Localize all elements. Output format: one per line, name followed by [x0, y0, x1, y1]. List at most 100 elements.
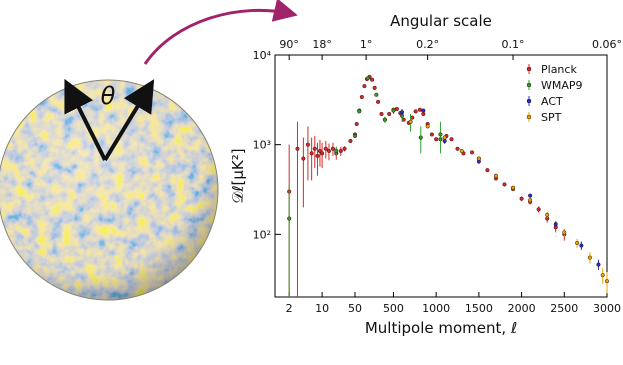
data-point — [510, 185, 516, 190]
legend-label: Planck — [541, 63, 577, 76]
data-point — [417, 107, 422, 112]
data-point — [348, 138, 353, 144]
data-point — [362, 84, 367, 89]
data-point — [359, 94, 364, 100]
data-point — [604, 279, 610, 284]
data-point — [528, 198, 533, 203]
data-point — [476, 156, 481, 161]
data-point — [408, 119, 413, 124]
data-point — [315, 153, 320, 158]
data-point — [536, 207, 541, 212]
top-tick-label: 1° — [360, 38, 373, 51]
legend-label: WMAP9 — [541, 79, 583, 92]
data-point — [394, 106, 399, 112]
data-point — [575, 240, 580, 246]
y-tick-label: 10⁴ — [253, 49, 272, 62]
top-tick-label: 0.06° — [592, 38, 622, 51]
data-point — [312, 146, 317, 151]
data-point — [421, 108, 426, 113]
plot-area: 2 10 50 500 1000 1500 2000 2500 3000 90° 18° 1° 0.2°… — [253, 38, 622, 315]
data-point — [442, 135, 447, 140]
x-tick-label: 3000 — [593, 302, 621, 315]
data-point — [301, 156, 306, 161]
data-point — [434, 137, 439, 142]
x-tick-label: 2 — [286, 302, 293, 315]
data-point — [374, 92, 379, 97]
x-axis-label: Multipole moment, ℓ — [365, 319, 517, 337]
y-tick-label: 10² — [253, 228, 271, 241]
angle-arrow — [64, 78, 107, 161]
data-point — [502, 182, 507, 187]
data-point — [379, 111, 384, 117]
data-point — [438, 132, 443, 137]
legend-label: SPT — [541, 111, 562, 124]
data-point — [391, 108, 396, 113]
legend-label: ACT — [541, 95, 563, 108]
data-point — [449, 137, 454, 142]
data-point — [442, 138, 447, 144]
y-axis-label: 𝒟ℓ[μK²] — [229, 148, 247, 203]
data-point — [287, 216, 292, 221]
data-point — [528, 193, 533, 198]
data-point — [342, 146, 347, 151]
data-point — [493, 173, 499, 178]
data-point — [485, 168, 490, 173]
data-point — [459, 148, 464, 154]
legend-marker — [526, 66, 532, 72]
legend-marker — [526, 98, 532, 104]
x-tick-label: 50 — [348, 302, 362, 315]
data-point — [425, 124, 430, 129]
data-point — [399, 110, 405, 115]
data-point — [357, 109, 362, 114]
data-point — [382, 117, 387, 122]
cmb-sphere — [0, 80, 218, 300]
plot-frame — [274, 54, 608, 298]
x-tick-label: 1500 — [465, 302, 493, 315]
legend-marker — [526, 114, 532, 120]
top-axis-label: Angular scale — [390, 12, 492, 30]
data-point — [338, 148, 343, 154]
data-point — [370, 77, 375, 82]
data-point — [354, 121, 359, 127]
y-tick-label: 10³ — [253, 139, 271, 152]
data-point — [309, 151, 314, 156]
data-point — [418, 135, 423, 140]
data-point — [596, 262, 601, 267]
top-tick-label: 0.2° — [416, 38, 439, 51]
top-tick-label: 90° — [279, 38, 299, 51]
data-point — [330, 146, 335, 151]
data-point — [562, 230, 567, 235]
data-point — [387, 111, 392, 117]
data-point — [372, 85, 377, 90]
angle-arrow — [103, 79, 155, 162]
data-point — [323, 146, 328, 151]
data-point — [455, 146, 460, 151]
sphere-outline — [0, 79, 219, 301]
data-point — [320, 151, 325, 156]
angle-label: θ — [101, 82, 116, 110]
legend-marker — [526, 82, 532, 88]
data-point — [587, 255, 592, 260]
pointer-arrow — [143, 0, 298, 65]
x-tick-label: 10 — [315, 302, 329, 315]
data-point — [545, 212, 550, 217]
data-point — [469, 150, 475, 155]
data-point — [421, 111, 426, 117]
x-tick-label: 2000 — [508, 302, 536, 315]
data-point — [429, 132, 434, 137]
data-point — [352, 133, 358, 139]
data-point — [365, 76, 370, 81]
data-point — [376, 99, 381, 104]
data-point — [334, 148, 339, 154]
data-point — [305, 142, 310, 147]
data-point — [326, 148, 332, 154]
data-point — [579, 243, 584, 248]
data-point — [600, 273, 605, 278]
x-tick-label: 500 — [383, 302, 404, 315]
data-point — [519, 196, 524, 201]
top-tick-label: 0.1° — [502, 38, 525, 51]
data-point — [413, 109, 418, 114]
data-point — [295, 146, 300, 151]
x-tick-label: 2500 — [550, 302, 578, 315]
